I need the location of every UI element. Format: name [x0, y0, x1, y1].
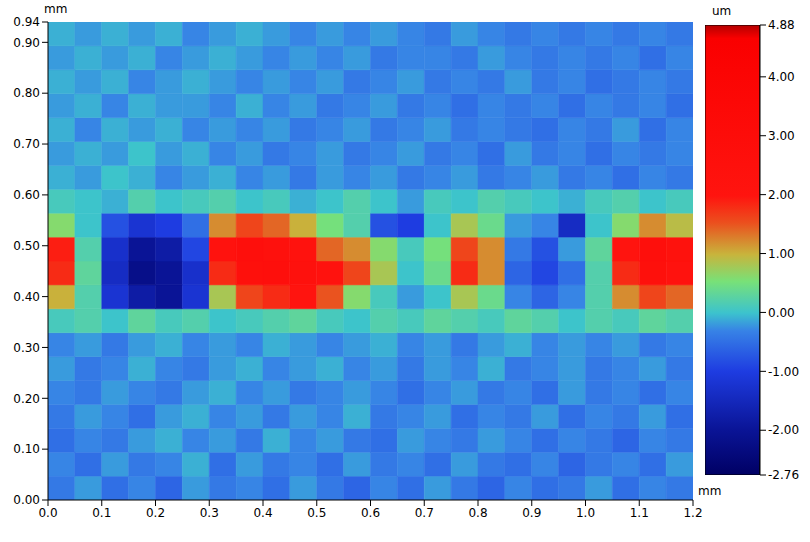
svg-text:3.00: 3.00	[768, 129, 795, 143]
svg-text:-1.00: -1.00	[768, 365, 799, 379]
html-text:mm: mm	[44, 2, 68, 16]
svg-text:0.2: 0.2	[146, 506, 165, 520]
svg-text:1.00: 1.00	[768, 247, 795, 261]
svg-text:2.00: 2.00	[768, 188, 795, 202]
svg-text:4.00: 4.00	[768, 70, 795, 84]
svg-text:0.40: 0.40	[13, 290, 40, 304]
svg-text:0.4: 0.4	[253, 506, 272, 520]
svg-text:0.9: 0.9	[522, 506, 541, 520]
svg-text:0.20: 0.20	[13, 392, 40, 406]
svg-text:0.00: 0.00	[13, 493, 40, 507]
html-text:um: um	[712, 4, 732, 18]
svg-text:0.3: 0.3	[200, 506, 219, 520]
svg-text:0.50: 0.50	[13, 239, 40, 253]
svg-text:0.00: 0.00	[768, 306, 795, 320]
svg-text:0.90: 0.90	[13, 36, 40, 50]
svg-text:0.10: 0.10	[13, 442, 40, 456]
svg-text:-2.00: -2.00	[768, 423, 799, 437]
svg-text:1.0: 1.0	[576, 506, 595, 520]
svg-text:4.88: 4.88	[768, 18, 795, 32]
svg-text:-2.76: -2.76	[768, 468, 799, 482]
svg-text:0.30: 0.30	[13, 341, 40, 355]
svg-text:0.60: 0.60	[13, 188, 40, 202]
svg-text:0.6: 0.6	[361, 506, 380, 520]
svg-text:0.1: 0.1	[92, 506, 111, 520]
svg-text:0.5: 0.5	[307, 506, 326, 520]
svg-text:0.80: 0.80	[13, 86, 40, 100]
svg-text:0.70: 0.70	[13, 137, 40, 151]
svg-text:0.7: 0.7	[415, 506, 434, 520]
svg-text:0.0: 0.0	[38, 506, 57, 520]
svg-text:0.8: 0.8	[468, 506, 487, 520]
svg-text:1.1: 1.1	[630, 506, 649, 520]
svg-text:0.94: 0.94	[13, 15, 40, 29]
html-text:mm: mm	[698, 484, 722, 498]
svg-text:1.2: 1.2	[683, 506, 702, 520]
